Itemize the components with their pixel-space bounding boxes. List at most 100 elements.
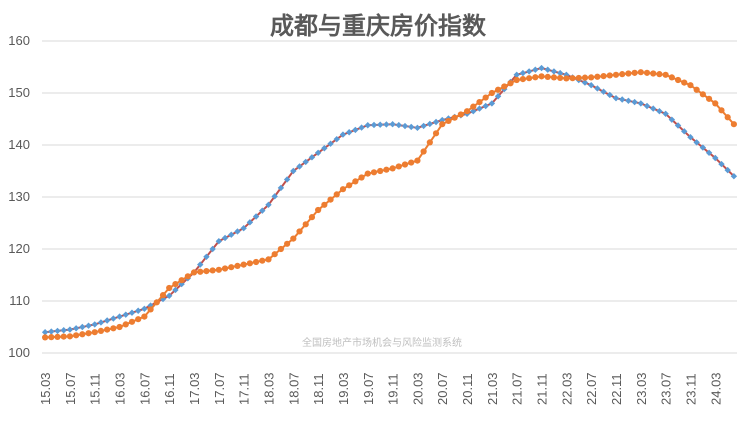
data-point (544, 73, 551, 80)
data-point (414, 157, 421, 164)
data-point (135, 316, 142, 323)
data-point (488, 89, 495, 97)
data-point (166, 292, 173, 299)
data-point (550, 68, 558, 75)
data-point (110, 315, 117, 322)
data-point (569, 75, 576, 82)
data-point (395, 121, 403, 129)
data-point (730, 121, 737, 128)
x-tick-label: 15.11 (88, 373, 103, 405)
x-tick-label: 22.11 (609, 373, 624, 405)
data-point (631, 69, 638, 76)
data-point (556, 69, 564, 77)
data-point (699, 91, 706, 98)
data-point (321, 145, 328, 152)
data-point (705, 95, 713, 102)
data-point (314, 149, 322, 156)
data-point (619, 96, 626, 103)
x-tick-label: 16.03 (113, 372, 128, 405)
data-point (681, 128, 688, 135)
data-point (420, 122, 427, 130)
data-point (228, 231, 235, 238)
x-tick-label: 19.03 (336, 372, 351, 405)
data-point (482, 94, 489, 101)
data-point (290, 235, 297, 242)
data-point (631, 98, 638, 106)
data-point (432, 118, 440, 126)
data-point (66, 333, 74, 340)
data-point (532, 74, 539, 81)
data-point (265, 201, 272, 208)
data-point (339, 131, 347, 138)
series-1 (41, 64, 738, 336)
data-point (656, 108, 663, 115)
data-point (103, 317, 111, 324)
data-point (110, 325, 117, 332)
x-tick-label: 20.03 (410, 372, 425, 405)
x-tick-label: 18.03 (261, 372, 276, 405)
x-tick-label: 20.11 (460, 373, 475, 405)
data-point (197, 268, 204, 275)
x-tick-label: 22.07 (584, 372, 599, 405)
x-axis: 15.03 15.07 15.11 16.03 16.07 16.11 17.03 17.07… (38, 372, 723, 405)
data-point (606, 72, 613, 79)
y-axis: 100 110 120 130 140 150 160 (8, 33, 30, 360)
data-point (128, 309, 136, 316)
data-point (91, 321, 98, 328)
data-point (178, 277, 185, 284)
data-point (656, 71, 663, 78)
data-point (420, 148, 427, 155)
data-point (575, 74, 582, 82)
x-tick-label: 24.03 (708, 372, 723, 405)
data-point (184, 273, 191, 280)
data-point (432, 130, 440, 137)
series-line (45, 71, 735, 339)
data-point (643, 69, 651, 76)
data-point (625, 97, 632, 104)
data-point (333, 135, 340, 143)
data-point (284, 240, 291, 247)
data-point (333, 191, 340, 198)
y-tick-label: 110 (9, 293, 30, 308)
y-tick-label: 150 (8, 85, 30, 100)
data-point (277, 245, 285, 253)
data-point (501, 83, 508, 90)
data-point (221, 234, 229, 242)
data-point (364, 122, 371, 129)
data-point (246, 219, 254, 226)
data-point (296, 228, 303, 235)
data-point (48, 328, 55, 335)
x-tick-label: 17.11 (237, 373, 252, 405)
x-tick-label: 17.07 (212, 372, 227, 405)
data-point (557, 74, 564, 82)
data-point (116, 313, 123, 320)
data-point (72, 325, 80, 332)
data-point (234, 228, 241, 235)
grid-layer (42, 40, 737, 354)
data-point (252, 258, 260, 266)
data-point (308, 154, 316, 161)
data-point (376, 121, 384, 128)
data-point (494, 93, 502, 100)
data-point (668, 116, 676, 123)
data-point (246, 260, 253, 267)
data-point (581, 79, 589, 86)
data-point (134, 307, 142, 314)
data-point (352, 178, 359, 185)
data-point (507, 80, 514, 87)
data-point (377, 167, 384, 175)
y-tick-label: 140 (8, 137, 30, 152)
data-point (172, 286, 179, 294)
data-point (358, 124, 365, 131)
x-tick-label: 16.07 (137, 372, 152, 405)
data-point (203, 268, 210, 275)
data-point (389, 165, 396, 172)
data-point (439, 121, 446, 128)
x-tick-label: 21.07 (510, 372, 525, 405)
data-point (600, 88, 607, 95)
data-point (662, 110, 669, 117)
y-tick-label: 100 (8, 345, 30, 360)
data-point (240, 261, 247, 268)
data-point (587, 82, 595, 89)
